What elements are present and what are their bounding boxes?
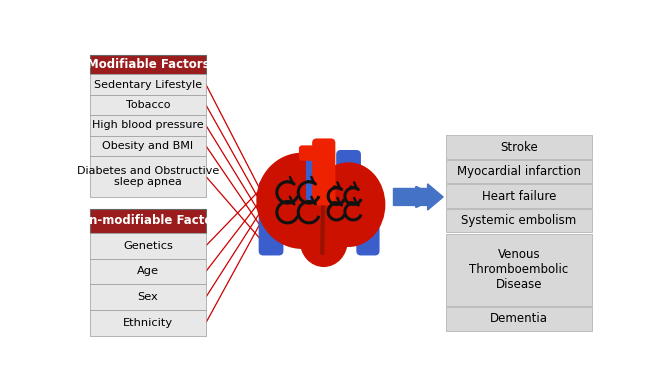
FancyBboxPatch shape — [90, 55, 206, 74]
Text: Heart failure: Heart failure — [482, 190, 556, 203]
Point — [318, 251, 326, 255]
Text: Dementia: Dementia — [490, 312, 548, 325]
FancyArrow shape — [393, 184, 443, 210]
Text: Non-modifiable Factors: Non-modifiable Factors — [71, 214, 225, 227]
Text: Modifiable Factors: Modifiable Factors — [87, 58, 209, 71]
Text: Age: Age — [137, 266, 159, 277]
Ellipse shape — [257, 152, 348, 249]
FancyBboxPatch shape — [446, 160, 592, 183]
FancyBboxPatch shape — [446, 209, 592, 232]
Text: Obesity and BMI: Obesity and BMI — [102, 141, 194, 151]
FancyBboxPatch shape — [90, 284, 206, 310]
FancyBboxPatch shape — [446, 234, 592, 306]
FancyBboxPatch shape — [90, 115, 206, 136]
FancyBboxPatch shape — [259, 181, 283, 255]
FancyBboxPatch shape — [90, 95, 206, 115]
Ellipse shape — [300, 215, 348, 267]
Text: Ethnicity: Ethnicity — [123, 318, 173, 328]
Text: Sex: Sex — [138, 292, 158, 302]
Text: Diabetes and Obstructive
sleep apnea: Diabetes and Obstructive sleep apnea — [77, 166, 219, 187]
FancyBboxPatch shape — [90, 310, 206, 335]
FancyBboxPatch shape — [446, 307, 592, 331]
FancyBboxPatch shape — [356, 192, 379, 255]
Point — [320, 169, 328, 174]
Line: 2 pts: 2 pts — [322, 172, 324, 253]
Text: Myocardial infarction: Myocardial infarction — [457, 165, 581, 178]
FancyBboxPatch shape — [90, 74, 206, 95]
Text: High blood pressure: High blood pressure — [92, 121, 204, 130]
FancyBboxPatch shape — [90, 136, 206, 156]
FancyBboxPatch shape — [446, 184, 592, 208]
FancyBboxPatch shape — [336, 150, 361, 217]
FancyBboxPatch shape — [90, 233, 206, 259]
FancyBboxPatch shape — [90, 259, 206, 284]
Text: Tobacco: Tobacco — [126, 100, 170, 110]
Text: Systemic embolism: Systemic embolism — [462, 214, 576, 227]
FancyBboxPatch shape — [446, 135, 592, 159]
Ellipse shape — [312, 162, 385, 247]
FancyBboxPatch shape — [299, 145, 329, 161]
Text: Sedentary Lifestyle: Sedentary Lifestyle — [94, 80, 202, 90]
Text: Venous
Thromboembolic
Disease: Venous Thromboembolic Disease — [470, 248, 568, 291]
FancyBboxPatch shape — [312, 138, 335, 206]
FancyBboxPatch shape — [90, 209, 206, 233]
Text: Stroke: Stroke — [500, 140, 538, 154]
Text: Genetics: Genetics — [123, 241, 173, 251]
FancyBboxPatch shape — [306, 158, 326, 201]
FancyBboxPatch shape — [90, 156, 206, 197]
